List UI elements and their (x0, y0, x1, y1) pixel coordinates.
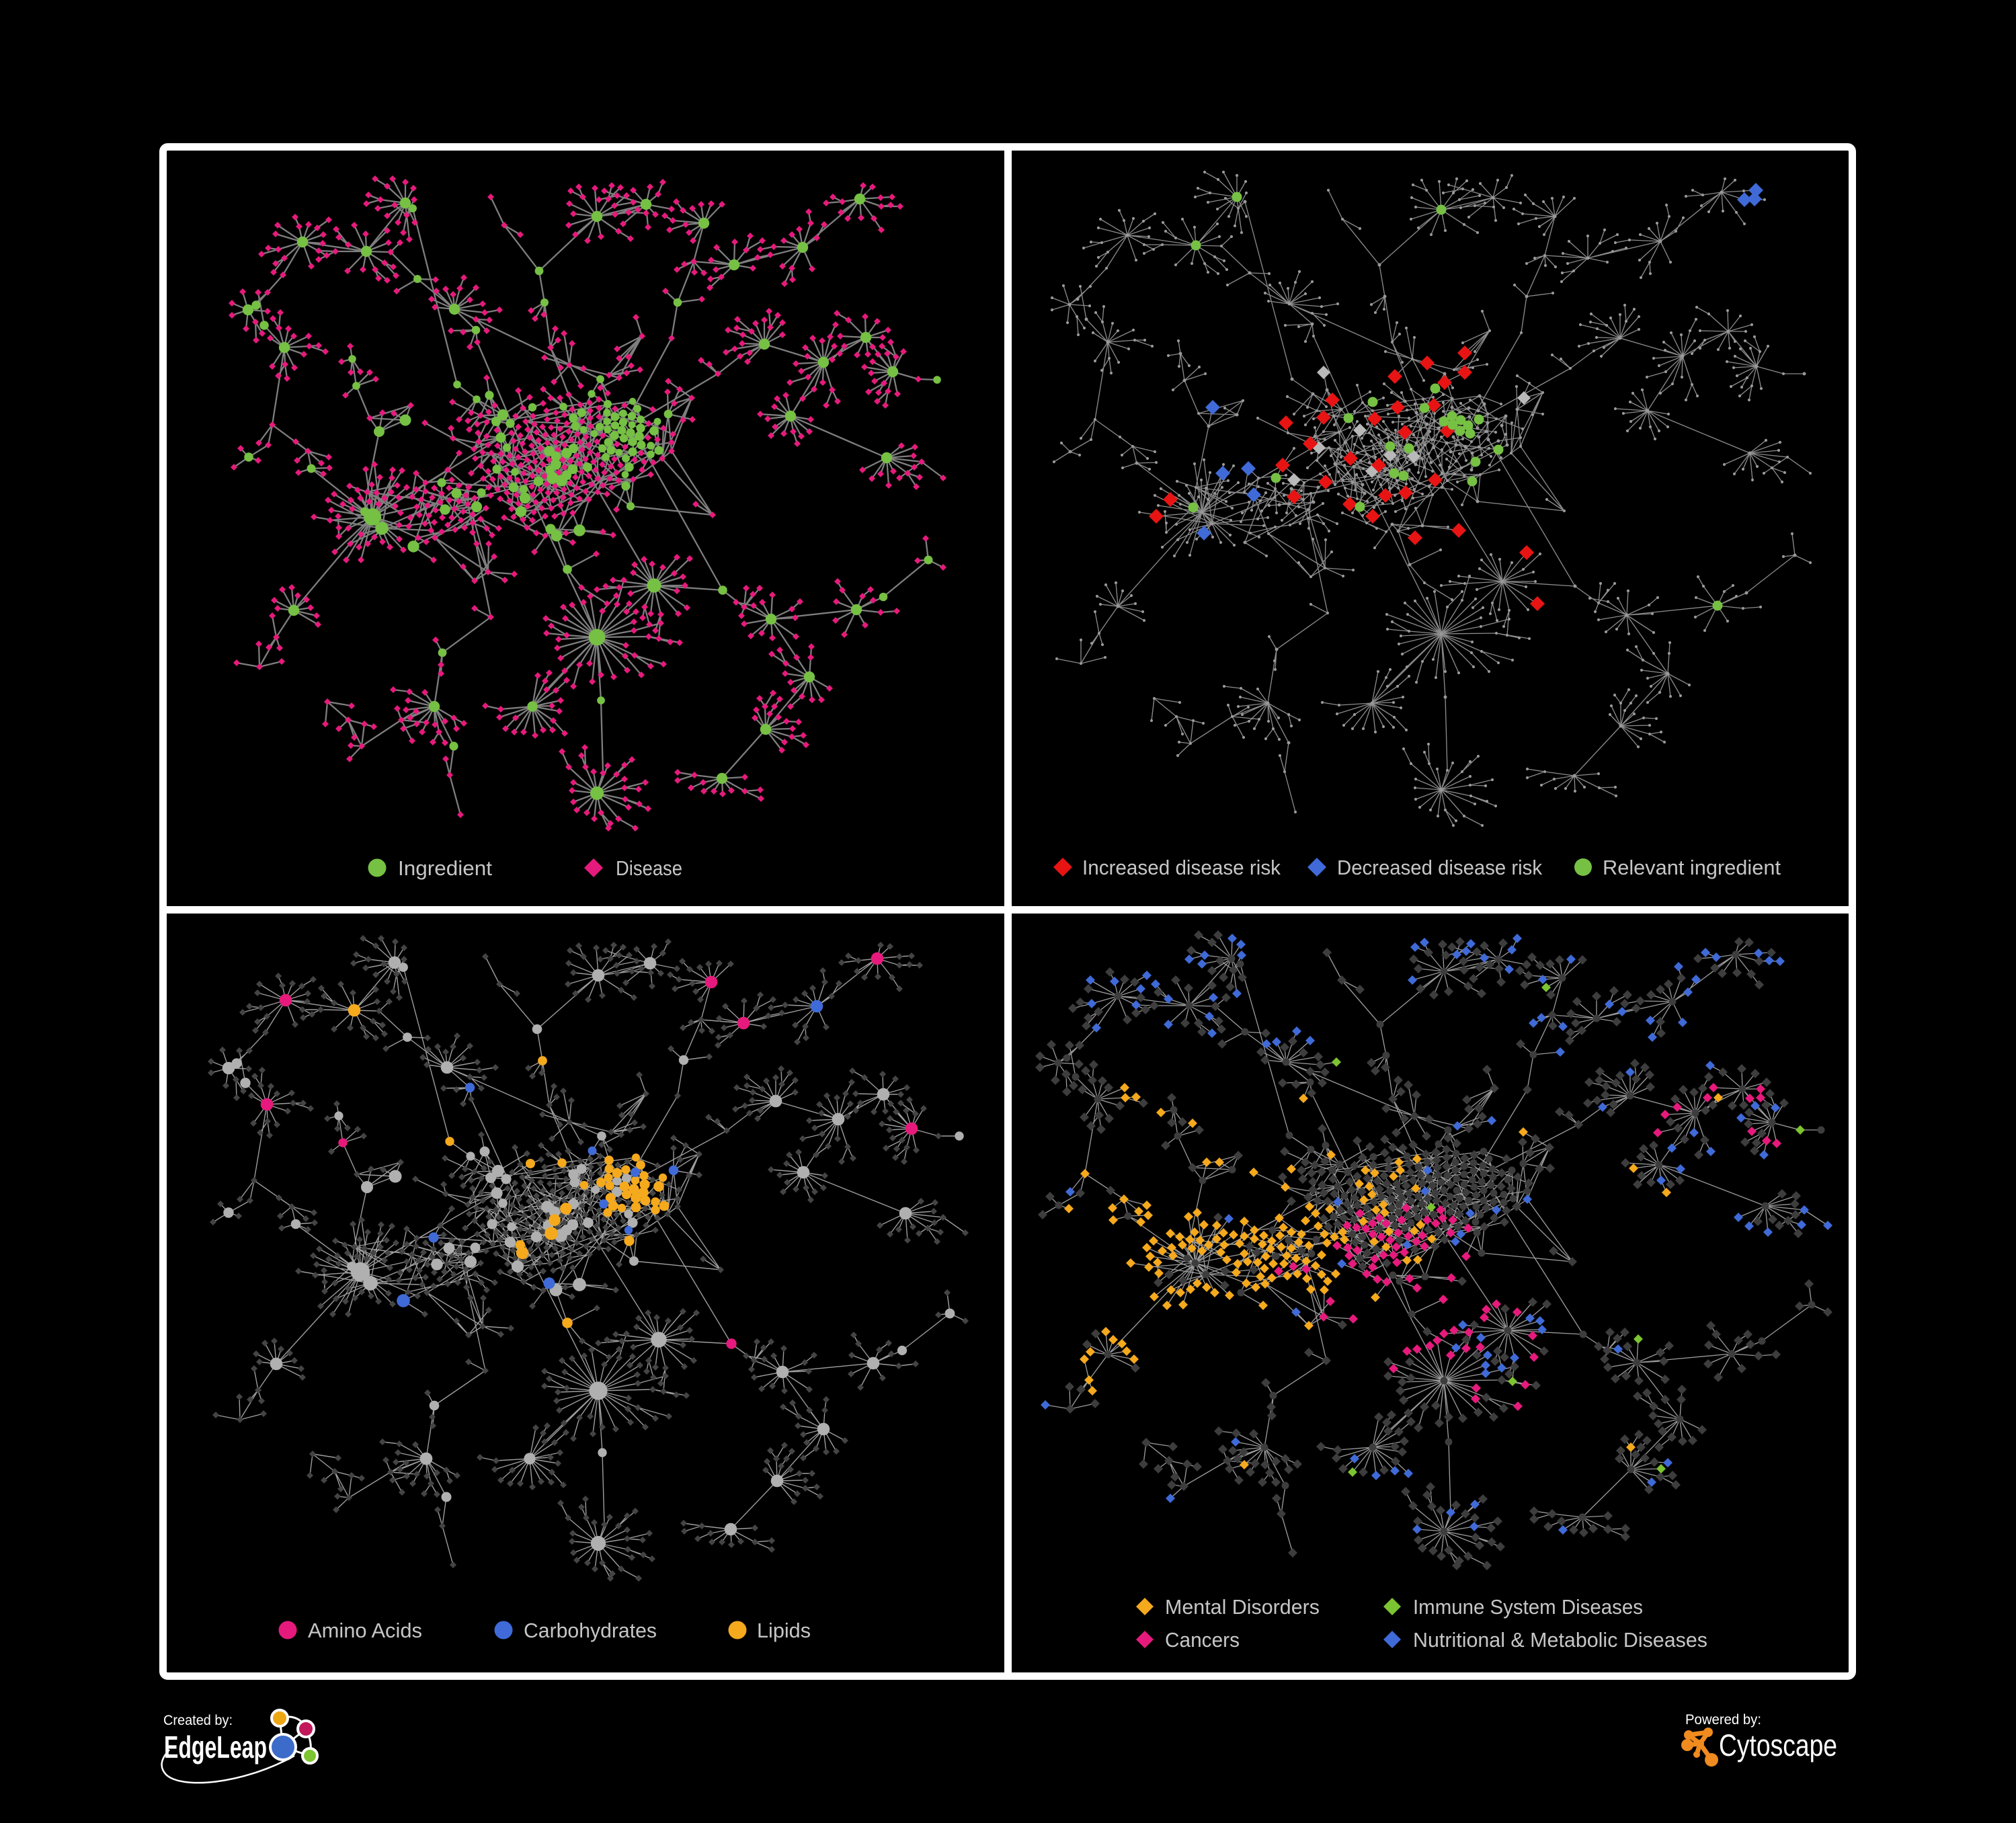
svg-text:Ingredient: Ingredient (398, 856, 492, 880)
svg-text:Mental Disorders: Mental Disorders (1165, 1595, 1320, 1619)
svg-text:Disease: Disease (616, 856, 682, 880)
svg-text:EdgeLeap: EdgeLeap (164, 1730, 267, 1765)
svg-text:Created by:: Created by: (163, 1713, 233, 1728)
svg-text:Lipids: Lipids (757, 1619, 811, 1642)
svg-text:Powered by:: Powered by: (1685, 1712, 1761, 1728)
svg-text:Relevant ingredient: Relevant ingredient (1603, 856, 1781, 879)
svg-text:Immune System Diseases: Immune System Diseases (1413, 1595, 1643, 1619)
svg-text:Amino Acids: Amino Acids (308, 1619, 422, 1642)
svg-text:Nutritional & Metabolic Diseas: Nutritional & Metabolic Diseases (1413, 1628, 1707, 1652)
svg-text:Carbohydrates: Carbohydrates (524, 1619, 657, 1642)
svg-text:Cancers: Cancers (1165, 1628, 1240, 1652)
svg-text:Cytoscape: Cytoscape (1719, 1728, 1837, 1763)
svg-text:Increased disease risk: Increased disease risk (1082, 856, 1281, 879)
svg-text:Decreased disease risk: Decreased disease risk (1337, 856, 1542, 879)
